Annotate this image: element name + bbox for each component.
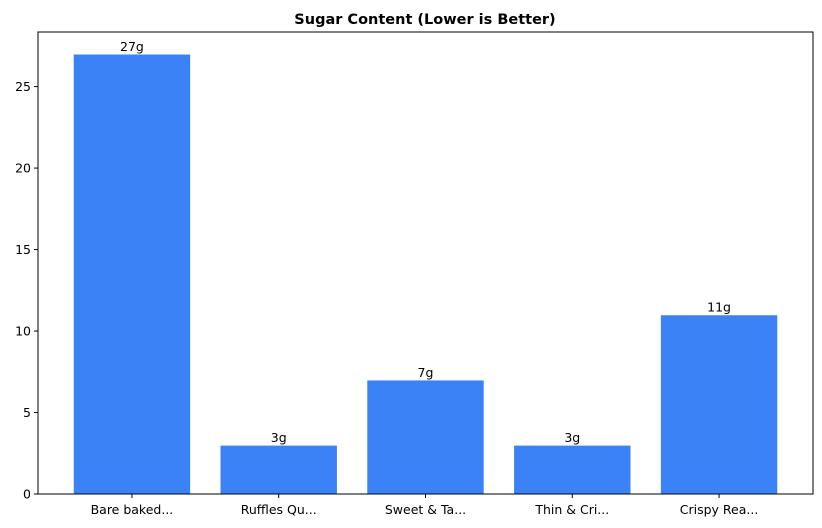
x-tick-label: Ruffles Qu...: [241, 502, 317, 517]
bar: [659, 314, 779, 495]
chart-title: Sugar Content (Lower is Better): [294, 12, 555, 28]
data-label: 11g: [707, 300, 731, 315]
y-tick-label: 25: [15, 79, 31, 94]
y-tick-label: 5: [23, 405, 31, 420]
y-tick-label: 15: [15, 242, 31, 257]
x-tick-label: Sweet & Ta...: [385, 502, 466, 517]
data-label: 7g: [418, 365, 434, 380]
bar: [219, 444, 338, 495]
data-label: 3g: [271, 430, 287, 445]
data-label: 3g: [564, 430, 580, 445]
bar: [366, 379, 485, 495]
y-tick-label: 10: [15, 324, 31, 339]
x-tick-label: Crispy Rea...: [680, 502, 759, 517]
y-tick-label: 20: [15, 161, 31, 176]
bar: [513, 444, 632, 495]
y-tick-label: 0: [23, 487, 31, 502]
data-label: 27g: [120, 39, 144, 54]
bar: [72, 53, 192, 495]
x-tick-label: Bare baked...: [91, 502, 174, 517]
x-tick-label: Thin & Cri...: [534, 502, 609, 517]
plot-frame: [37, 31, 814, 495]
